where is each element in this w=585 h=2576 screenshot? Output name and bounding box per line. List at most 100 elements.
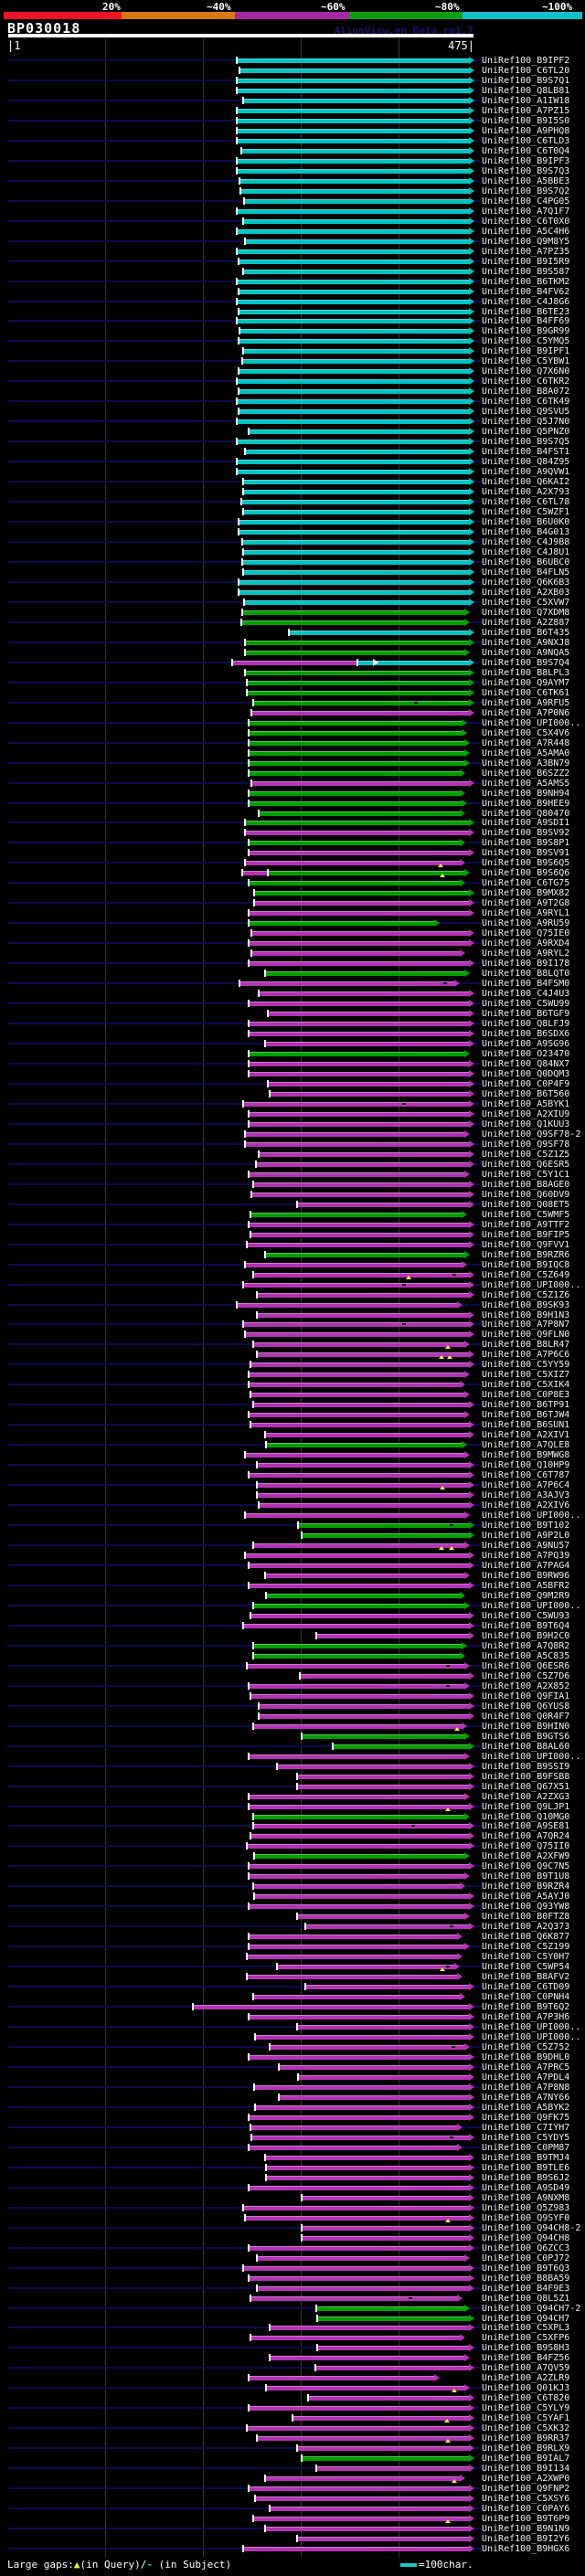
- alignment-bar[interactable]: [249, 771, 460, 776]
- hit-label[interactable]: UniRef100_B9IPF1: [482, 346, 570, 356]
- hit-label[interactable]: UniRef100_B4F9E3: [482, 2284, 570, 2294]
- hit-label[interactable]: UniRef100_B9H2C0: [482, 1631, 570, 1641]
- alignment-bar[interactable]: [249, 961, 469, 966]
- alignment-bar[interactable]: [249, 1684, 464, 1689]
- hit-label[interactable]: UniRef100_UPI000..: [482, 718, 581, 728]
- alignment-bar[interactable]: [241, 620, 464, 625]
- hit-label[interactable]: UniRef100_B9S8P1: [482, 838, 570, 848]
- hit-label[interactable]: UniRef100_A2XFW9: [482, 1851, 570, 1861]
- hit-label[interactable]: UniRef100_O23470: [482, 1049, 570, 1059]
- hit-label[interactable]: UniRef100_B9I178: [482, 959, 570, 969]
- alignment-bar[interactable]: [249, 1935, 457, 1939]
- alignment-bar[interactable]: [249, 2146, 457, 2150]
- alignment-bar[interactable]: [265, 1042, 469, 1046]
- hit-label[interactable]: UniRef100_A9SG96: [482, 1039, 570, 1049]
- hit-label[interactable]: UniRef100_UPI000..: [482, 1280, 581, 1290]
- alignment-bar[interactable]: [237, 419, 469, 424]
- alignment-bar[interactable]: [251, 1193, 469, 1197]
- alignment-bar[interactable]: [243, 490, 469, 494]
- alignment-bar[interactable]: [302, 2196, 469, 2200]
- hit-label[interactable]: UniRef100_UPI000..: [482, 1601, 581, 1611]
- alignment-bar[interactable]: [250, 1393, 464, 1397]
- hit-label[interactable]: UniRef100_C6T0X0: [482, 217, 570, 227]
- alignment-bar[interactable]: [243, 510, 469, 514]
- alignment-bar[interactable]: [249, 1564, 469, 1568]
- alignment-bar[interactable]: [242, 540, 469, 545]
- hit-label[interactable]: UniRef100_B6SUN1: [482, 1420, 570, 1430]
- hit-label[interactable]: UniRef100_C6TL78: [482, 497, 570, 507]
- alignment-bar[interactable]: [242, 610, 464, 615]
- hit-label[interactable]: UniRef100_B9H1N3: [482, 1310, 570, 1320]
- hit-label[interactable]: UniRef100_B4FLN5: [482, 567, 570, 578]
- alignment-bar[interactable]: [239, 290, 469, 294]
- alignment-bar[interactable]: [237, 159, 469, 164]
- hit-label[interactable]: UniRef100_Q10HP9: [482, 1460, 570, 1470]
- alignment-bar[interactable]: [249, 2115, 469, 2120]
- hit-label[interactable]: UniRef100_A2XIV6: [482, 1500, 570, 1511]
- alignment-bar[interactable]: [265, 1433, 469, 1437]
- hit-label[interactable]: UniRef100_Q75II0: [482, 1841, 570, 1851]
- hit-label[interactable]: UniRef100_C7IYH7: [482, 2123, 570, 2133]
- alignment-bar[interactable]: [270, 1092, 469, 1097]
- hit-label[interactable]: UniRef100_B9SSI9: [482, 1762, 570, 1772]
- hit-label[interactable]: UniRef100_B9I134: [482, 2464, 570, 2474]
- alignment-bar[interactable]: [249, 1904, 469, 1909]
- hit-label[interactable]: UniRef100_Q1KUU3: [482, 1119, 570, 1129]
- hit-label[interactable]: UniRef100_C6TLD3: [482, 136, 570, 146]
- hit-label[interactable]: UniRef100_Q6YUS8: [482, 1701, 570, 1712]
- hit-label[interactable]: UniRef100_B9T6Q2: [482, 2002, 570, 2012]
- alignment-bar[interactable]: [251, 951, 460, 956]
- alignment-bar[interactable]: [253, 1273, 469, 1277]
- alignment-bar[interactable]: [245, 1142, 469, 1147]
- hit-label[interactable]: UniRef100_C4J8G6: [482, 297, 570, 307]
- hit-label[interactable]: UniRef100_Q9FNP2: [482, 2484, 570, 2494]
- hit-label[interactable]: UniRef100_A7QLE8: [482, 1440, 570, 1450]
- alignment-bar[interactable]: [265, 971, 464, 976]
- hit-label[interactable]: UniRef100_Q6ESR5: [482, 1160, 570, 1170]
- hit-label[interactable]: UniRef100_A3BN79: [482, 758, 570, 769]
- hit-label[interactable]: UniRef100_A7Q1F7: [482, 207, 570, 217]
- alignment-bar[interactable]: [270, 2326, 469, 2330]
- hit-label[interactable]: UniRef100_B9FIP5: [482, 1230, 570, 1240]
- alignment-bar[interactable]: [277, 1765, 469, 1769]
- alignment-bar[interactable]: [249, 1172, 464, 1177]
- hit-label[interactable]: UniRef100_B4FV62: [482, 287, 570, 297]
- alignment-bar[interactable]: [253, 1884, 460, 1889]
- hit-label[interactable]: UniRef100_A9PHQ8: [482, 126, 570, 136]
- hit-label[interactable]: UniRef100_C6TK61: [482, 688, 570, 698]
- alignment-bar[interactable]: [268, 1012, 469, 1016]
- hit-label[interactable]: UniRef100_B9RZR4: [482, 1882, 570, 1892]
- hit-label[interactable]: UniRef100_A7PAG4: [482, 1561, 570, 1571]
- hit-label[interactable]: UniRef100_C0P8E3: [482, 1390, 570, 1400]
- alignment-bar[interactable]: [266, 2166, 469, 2170]
- hit-label[interactable]: UniRef100_Q9M8Y5: [482, 237, 570, 247]
- alignment-bar[interactable]: [266, 1594, 460, 1598]
- alignment-bar[interactable]: [254, 1854, 464, 1859]
- alignment-bar[interactable]: [245, 1332, 469, 1337]
- alignment-bar[interactable]: [239, 339, 469, 344]
- alignment-bar[interactable]: [239, 530, 469, 535]
- hit-label[interactable]: UniRef100_C5Z199: [482, 1942, 570, 1952]
- alignment-bar[interactable]: [253, 1995, 460, 1999]
- alignment-bar[interactable]: [249, 1795, 464, 1799]
- hit-label[interactable]: UniRef100_C0P4F9: [482, 1079, 570, 1089]
- alignment-bar[interactable]: [317, 2316, 469, 2321]
- alignment-bar[interactable]: [242, 359, 469, 364]
- hit-label[interactable]: UniRef100_B9S6J2: [482, 2173, 570, 2183]
- alignment-bar[interactable]: [297, 1785, 469, 1789]
- alignment-bar[interactable]: [239, 590, 469, 595]
- alignment-bar[interactable]: [250, 2296, 457, 2301]
- hit-label[interactable]: UniRef100_C5YBW1: [482, 356, 570, 366]
- alignment-bar-segment2[interactable]: [267, 871, 464, 875]
- alignment-bar[interactable]: [249, 791, 460, 796]
- alignment-bar[interactable]: [239, 520, 469, 525]
- alignment-bar[interactable]: [239, 369, 469, 374]
- hit-label[interactable]: UniRef100_B9SK93: [482, 1300, 570, 1310]
- alignment-bar[interactable]: [237, 379, 469, 384]
- hit-label[interactable]: UniRef100_B9RR37: [482, 2433, 570, 2443]
- hit-label[interactable]: UniRef100_A9RYL2: [482, 949, 570, 959]
- alignment-bar[interactable]: [297, 2446, 469, 2451]
- hit-label[interactable]: UniRef100_A7P6C4: [482, 1480, 570, 1490]
- hit-label[interactable]: UniRef100_Q94CH7-2: [482, 2304, 581, 2314]
- hit-label[interactable]: UniRef100_B4FF69: [482, 316, 570, 326]
